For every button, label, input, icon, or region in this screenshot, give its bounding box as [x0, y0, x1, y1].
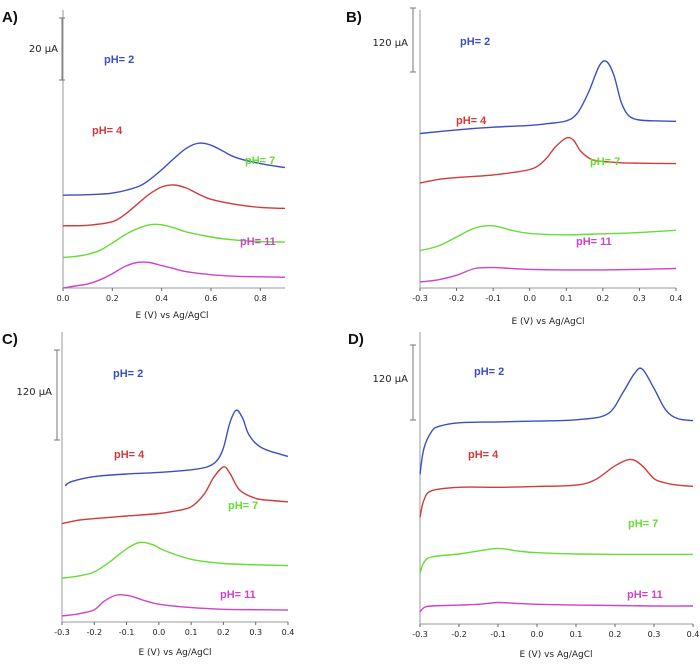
panel-a-letter: A): [2, 9, 18, 26]
panel-c-xtick-label: 0.1: [185, 628, 198, 637]
panel-d-letter: D): [348, 331, 364, 348]
panel-b-xtick-label: 0.2: [596, 294, 609, 303]
panel-a-xlabel: E (V) vs Ag/AgCl: [135, 311, 208, 321]
panel-d-series-label: pH= 4: [468, 449, 499, 461]
panel-b-xtick-label: -0.3: [412, 294, 428, 303]
panel-b-series-line: [419, 60, 677, 135]
panel-c-series-line: [64, 409, 289, 487]
panel-d-series-line: [419, 367, 694, 475]
panel-c-series-line: [61, 541, 289, 579]
panel-d-series-line: [419, 601, 694, 613]
panel-b-series-line: [419, 225, 677, 252]
panel-b-xtick-label: 0.3: [633, 294, 646, 303]
panel-c-xtick-label: -0.3: [54, 628, 70, 637]
panel-c-series-label: pH= 11: [220, 589, 256, 601]
panel-a-series-label: pH= 4: [92, 125, 123, 137]
panel-d-xtick-label: 0.0: [531, 630, 544, 639]
panel-d-series-label: pH= 11: [627, 589, 663, 601]
panel-c-letter: C): [2, 331, 18, 348]
panel-c-series-label: pH= 2: [113, 368, 143, 380]
panel-b-series-line: [419, 266, 677, 283]
panel-c-xtick-label: -0.2: [86, 628, 102, 637]
panel-c-series-line: [61, 593, 289, 617]
panel-d-series-line: [419, 458, 694, 518]
panel-d-xtick-label: 0.2: [609, 630, 622, 639]
panel-d-series-label: pH= 7: [628, 518, 658, 530]
panel-c-xtick-label: 0.2: [217, 628, 230, 637]
panel-a-series-label: pH= 11: [240, 236, 276, 248]
panel-d-xtick-label: 0.4: [687, 630, 700, 639]
panel-c-series-label: pH= 7: [228, 500, 258, 512]
panel-a-series-line: [62, 184, 286, 227]
panel-d-series-label: pH= 2: [474, 366, 504, 378]
panel-a-xtick-label: 0.2: [106, 294, 119, 303]
panel-b-xtick-label: 0.4: [670, 294, 683, 303]
panel-d-series-line: [419, 547, 693, 574]
panel-b-series-label: pH= 7: [590, 156, 620, 168]
panel-d-scale-label: 120 µA: [373, 374, 409, 385]
panel-c-xtick-label: 0.0: [152, 628, 165, 637]
panel-a-series-line: [62, 261, 286, 289]
panel-b-xtick-label: 0.0: [523, 294, 536, 303]
panel-c-xtick-label: 0.3: [249, 628, 262, 637]
panel-b-series-label: pH= 4: [456, 115, 487, 127]
panel-a: A) 0.0 0.2 0.4 0.6 0.8 E (V) vs Ag/AgCl 20 µA pH…: [2, 9, 286, 321]
panel-a-xtick-label: 0.0: [57, 294, 70, 303]
panel-c-xtick-label: 0.4: [282, 628, 295, 637]
panel-d-xtick-label: -0.3: [412, 630, 428, 639]
panel-d-xtick-label: -0.1: [490, 630, 506, 639]
panel-c-scale-label: 120 µA: [17, 387, 53, 398]
panel-d: D) -0.3 -0.2 -0.1 0.0 0.1 0.2 0.3 0.4 E (V) vs Ag…: [348, 331, 699, 660]
panel-a-series-label: pH= 7: [245, 155, 275, 167]
panel-b-series-line: [419, 136, 677, 184]
panel-b-xtick-label: -0.2: [449, 294, 465, 303]
panel-c-series-label: pH= 4: [114, 449, 145, 461]
panel-a-xtick-label: 0.6: [205, 294, 218, 303]
panel-b-letter: B): [346, 9, 362, 26]
panel-b-series-label: pH= 11: [576, 236, 612, 248]
panel-a-xtick-label: 0.4: [155, 294, 168, 303]
panel-a-series-line: [62, 142, 286, 196]
panel-c-xtick-label: -0.1: [119, 628, 135, 637]
panel-b-series-label: pH= 2: [460, 36, 490, 48]
panel-a-series-label: pH= 2: [104, 54, 134, 66]
panel-a-series-line: [62, 223, 286, 259]
panel-d-xtick-label: 0.1: [570, 630, 583, 639]
panel-b-xtick-label: -0.1: [485, 294, 501, 303]
panel-b-scale-label: 120 µA: [373, 38, 409, 49]
panel-a-scale-label: 20 µA: [29, 44, 58, 55]
panel-c-xlabel: E (V) vs Ag/AgCl: [138, 648, 211, 658]
panel-c: C) -0.3 -0.2 -0.1 0.0 0.1 0.2 0.3 0.4 E (V) vs Ag…: [2, 331, 294, 658]
panel-b: B) -0.3 -0.2 -0.1 0.0 0.1 0.2 0.3 0.4 E (V) vs Ag…: [346, 7, 683, 327]
panel-b-xtick-label: 0.1: [560, 294, 573, 303]
panel-d-xlabel: E (V) vs Ag/AgCl: [519, 650, 592, 660]
panel-c-series-line: [61, 466, 289, 525]
panel-d-xtick-label: 0.3: [648, 630, 661, 639]
panel-d-xtick-label: -0.2: [451, 630, 467, 639]
panel-b-xlabel: E (V) vs Ag/AgCl: [511, 317, 584, 327]
panel-a-xtick-label: 0.8: [254, 294, 267, 303]
